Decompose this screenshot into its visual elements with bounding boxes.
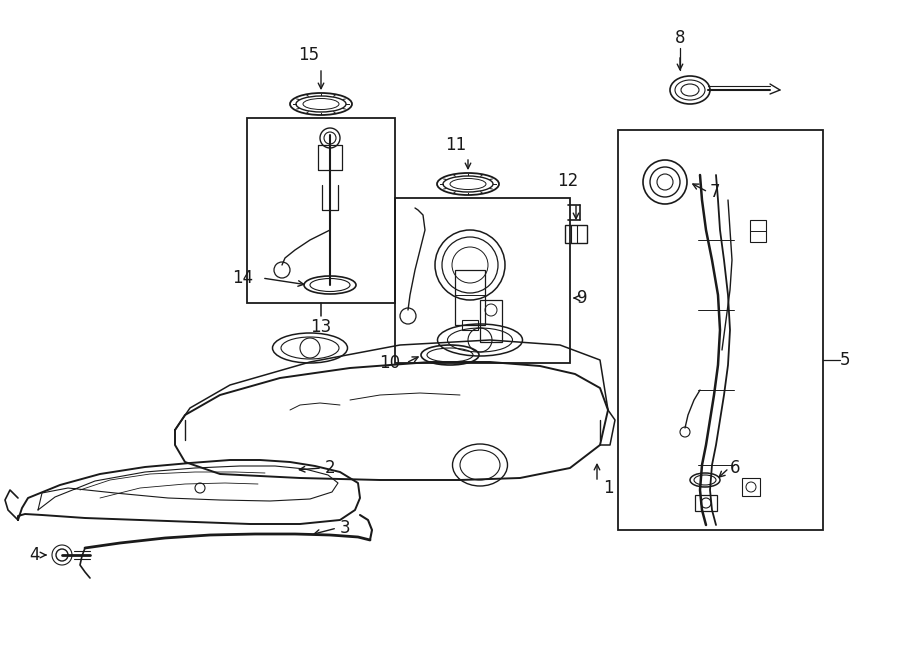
Text: 12: 12 — [557, 172, 579, 190]
Text: 13: 13 — [310, 318, 331, 336]
Bar — [247, 118, 395, 303]
Text: 6: 6 — [730, 459, 741, 477]
Bar — [695, 495, 717, 511]
Text: 9: 9 — [577, 289, 588, 307]
Text: 11: 11 — [446, 136, 466, 154]
Bar — [750, 220, 766, 242]
Bar — [455, 270, 485, 325]
Text: 5: 5 — [840, 351, 850, 369]
Bar — [395, 198, 570, 363]
Text: 4: 4 — [30, 546, 40, 564]
Bar — [565, 225, 587, 243]
Text: 15: 15 — [299, 46, 320, 64]
Bar — [462, 320, 478, 330]
Text: 1: 1 — [603, 479, 614, 497]
Text: 10: 10 — [379, 354, 400, 372]
Text: 8: 8 — [675, 29, 685, 47]
Bar — [480, 300, 502, 342]
Text: 7: 7 — [710, 183, 721, 201]
Bar — [742, 478, 760, 496]
Text: 3: 3 — [340, 519, 351, 537]
Text: 2: 2 — [325, 459, 336, 477]
Text: 14: 14 — [232, 269, 253, 287]
Bar — [618, 130, 823, 530]
